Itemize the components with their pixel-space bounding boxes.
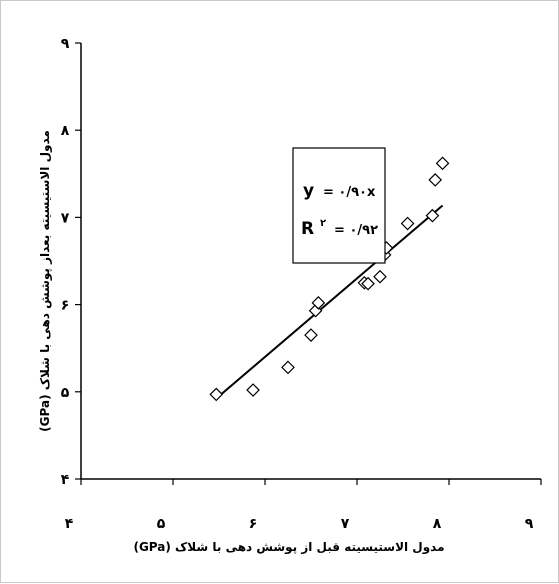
data-point-diamond bbox=[281, 360, 295, 375]
axes: ۴ ۵ ۶ ۷ ۸ ۹ ۴ ۵ ۶ ۷ ۸ ۹ bbox=[61, 36, 542, 532]
trendline-group bbox=[215, 204, 444, 400]
r-squared-line: R ۲ = ۰/۹۲ bbox=[301, 211, 378, 239]
y-tick-label: ۵ bbox=[61, 385, 70, 401]
y-tick-label: ۸ bbox=[61, 123, 70, 139]
equation-box: y = ۰/۹۰x R ۲ = ۰/۹۲ bbox=[292, 147, 386, 264]
r-squared-superscript: ۲ bbox=[320, 218, 326, 229]
x-tick-label: ۴ bbox=[65, 516, 74, 532]
r-squared-rhs: = ۰/۹۲ bbox=[334, 223, 378, 238]
data-point-diamond bbox=[209, 387, 224, 402]
data-point-diamond bbox=[428, 173, 443, 187]
data-point-diamond bbox=[373, 269, 387, 284]
data-point-diamond bbox=[311, 296, 326, 310]
equation-lhs: y bbox=[303, 181, 314, 201]
y-tick-label: ۹ bbox=[61, 36, 70, 52]
equation-line: y = ۰/۹۰x bbox=[303, 181, 376, 201]
equation-box-border bbox=[292, 147, 386, 264]
y-tick-label: ۷ bbox=[61, 210, 70, 226]
x-tick-label: ۵ bbox=[157, 516, 166, 532]
y-axis-title: مدول الاستیسیته بعداز پوشش دهی با شلاک (… bbox=[38, 130, 53, 432]
y-tick-label: ۶ bbox=[61, 298, 70, 314]
r-squared-lhs: R bbox=[301, 219, 314, 239]
trendline bbox=[215, 204, 444, 400]
y-tick-label: ۴ bbox=[61, 472, 70, 488]
equation-rhs: = ۰/۹۰x bbox=[323, 185, 376, 200]
data-point-diamond bbox=[361, 276, 375, 291]
x-tick-label: ۹ bbox=[525, 516, 534, 532]
data-point-diamond bbox=[246, 383, 260, 397]
data-point-diamond bbox=[400, 216, 415, 231]
data-point-diamond bbox=[435, 156, 450, 171]
x-tick-label: ۷ bbox=[341, 516, 350, 532]
x-axis-title: مدول الاستیسیته قبل از پوشش دهی با شلاک … bbox=[133, 540, 444, 555]
x-tick-label: ۶ bbox=[249, 516, 258, 532]
data-point-diamond bbox=[425, 208, 440, 223]
data-point-diamond bbox=[304, 328, 318, 342]
x-tick-label: ۸ bbox=[433, 516, 442, 532]
